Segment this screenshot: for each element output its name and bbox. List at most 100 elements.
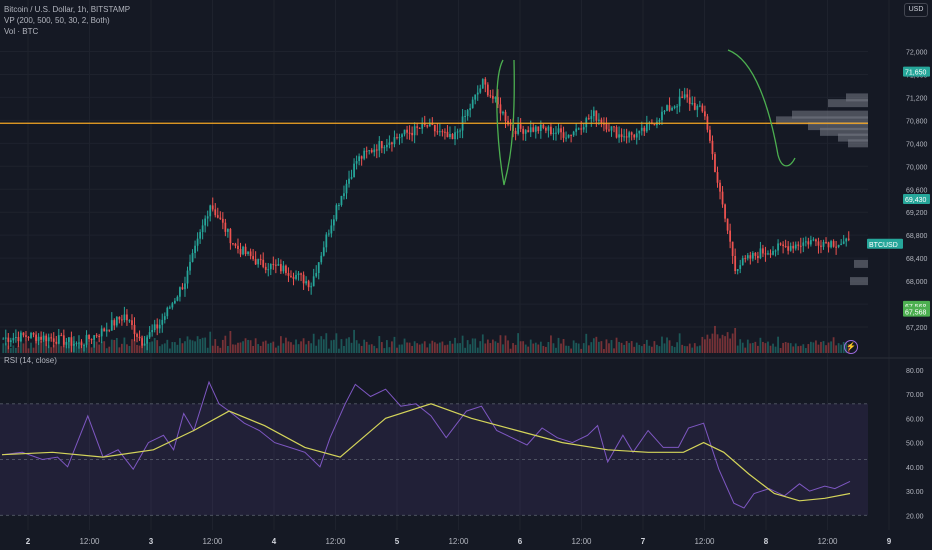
volume-bar: [597, 341, 600, 353]
candle-body: [550, 126, 552, 135]
candle-body: [709, 129, 711, 141]
candle-body: [176, 296, 179, 301]
volume-bar: [380, 342, 383, 353]
candle-body: [739, 265, 742, 270]
volume-bar: [115, 338, 118, 353]
candle-body: [391, 142, 393, 145]
candle-body: [83, 344, 85, 346]
lightning-icon[interactable]: ⚡: [844, 340, 858, 354]
volume-bar: [469, 344, 472, 353]
volume-bar: [186, 336, 189, 353]
volume-profile-label[interactable]: VP (200, 500, 50, 30, 2, Both): [4, 16, 110, 25]
volume-bar: [32, 347, 35, 353]
candle-body: [466, 110, 469, 116]
rsi-ma-line: [1, 403, 851, 502]
volume-bar: [759, 337, 762, 353]
volume-bar: [93, 340, 96, 353]
volume-bar: [570, 348, 573, 353]
volume-bar: [262, 341, 265, 353]
volume-label[interactable]: Vol · BTC: [4, 27, 39, 36]
candle-body: [136, 334, 138, 337]
candle-body: [229, 229, 232, 244]
candle-body: [269, 264, 272, 270]
volume-bar: [643, 344, 646, 353]
candle-body: [688, 97, 691, 105]
volume-bar: [50, 347, 53, 353]
volume-bar: [292, 344, 295, 353]
candle-body: [141, 338, 143, 346]
candle-body: [815, 239, 817, 242]
volume-bar: [335, 333, 338, 353]
volume-bar: [772, 343, 774, 353]
candle-body: [348, 178, 350, 184]
volume-bar: [264, 340, 267, 353]
candle-body: [451, 133, 454, 140]
volume-bar: [239, 342, 242, 353]
volume-bar: [378, 336, 381, 353]
volume-bar: [226, 345, 229, 353]
candle-body: [206, 216, 209, 219]
candle-body: [47, 337, 50, 342]
candle-body: [9, 340, 12, 342]
volume-bar: [686, 346, 689, 353]
volume-bar: [431, 340, 434, 353]
candle-body: [767, 253, 769, 255]
volume-bar: [479, 341, 482, 353]
volume-bar: [550, 335, 552, 353]
volume-bar: [100, 341, 103, 353]
candle-body: [80, 342, 83, 346]
volume-bar: [370, 344, 373, 353]
volume-bar: [176, 344, 179, 353]
volume-bar: [146, 336, 149, 353]
volume-bar: [20, 339, 22, 353]
candle-body: [661, 111, 663, 121]
candle-body: [2, 338, 5, 340]
volume-bar: [161, 344, 164, 353]
volume-bar: [277, 345, 280, 353]
candle-body: [489, 95, 492, 97]
volume-bar: [784, 341, 787, 353]
volume-bar: [254, 338, 257, 353]
volume-bar: [184, 341, 186, 353]
candle-body: [459, 130, 461, 132]
volume-bar: [577, 343, 580, 353]
rsi-label[interactable]: RSI (14, close): [4, 356, 57, 365]
volume-bar: [151, 341, 154, 353]
volume-bar: [764, 343, 767, 353]
candle-body: [196, 238, 199, 246]
candle-body: [653, 124, 656, 126]
currency-button[interactable]: USD: [904, 3, 928, 17]
volume-bar: [486, 339, 489, 353]
volume-bar: [163, 343, 166, 353]
volume-bar: [820, 341, 822, 353]
volume-bar: [797, 346, 800, 353]
volume-bar: [47, 345, 50, 353]
candle-body: [138, 336, 141, 339]
volume-bar: [95, 341, 98, 353]
candle-body: [234, 243, 237, 246]
candle-body: [277, 264, 280, 266]
candle-body: [128, 320, 131, 322]
price-tick-label: 68,000: [906, 279, 928, 286]
candle-body: [817, 241, 820, 246]
volume-bar: [244, 338, 247, 353]
volume-bar: [522, 341, 525, 353]
candle-body: [741, 258, 744, 266]
volume-bar: [461, 335, 464, 353]
volume-bar: [98, 344, 101, 353]
volume-bar: [799, 345, 802, 353]
price-tag-label: 71,650: [905, 70, 927, 77]
time-tick-label: 2: [26, 537, 31, 546]
volume-bar: [484, 343, 487, 353]
candle-body: [812, 239, 815, 241]
volume-profile-bar: [828, 99, 868, 108]
symbol-title: Bitcoin / U.S. Dollar, 1h, BITSTAMP: [4, 5, 131, 14]
volume-bar: [143, 345, 146, 353]
volume-bar: [17, 345, 20, 353]
volume-bar: [199, 339, 202, 353]
volume-bar: [2, 343, 5, 353]
price-tick-label: 70,800: [906, 118, 928, 125]
candle-body: [820, 245, 822, 247]
candle-body: [784, 246, 787, 248]
